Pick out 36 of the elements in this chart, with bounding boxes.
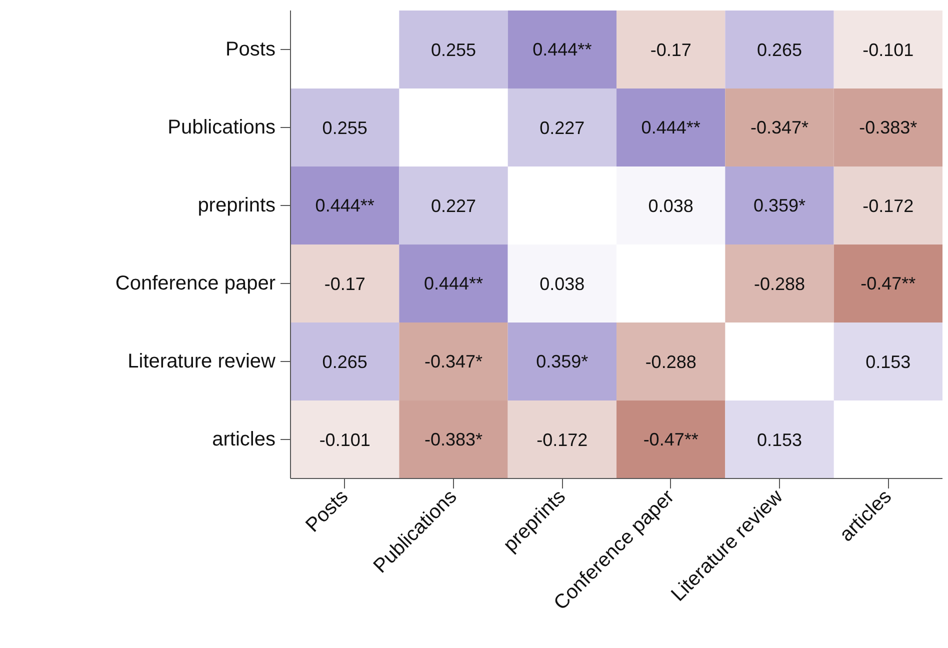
y-tick-label: Posts — [225, 38, 276, 60]
y-tick-label: Literature review — [128, 350, 276, 372]
data-label: -0.347* — [424, 352, 483, 372]
data-label: -0.288 — [645, 352, 696, 372]
data-label: -0.101 — [862, 40, 914, 60]
data-label: -0.17 — [650, 40, 692, 60]
data-label: 0.359* — [536, 352, 588, 372]
data-label: -0.47** — [643, 430, 698, 450]
data-label: 0.038 — [648, 196, 694, 216]
y-tick-label: preprints — [198, 194, 276, 216]
data-label: 0.153 — [866, 352, 911, 372]
data-label: -0.347* — [750, 118, 809, 138]
data-label: -0.383* — [859, 118, 918, 138]
data-label: 0.444** — [424, 274, 484, 294]
data-label: -0.17 — [324, 274, 366, 294]
y-tick-label: Publications — [168, 116, 276, 138]
data-label: -0.288 — [754, 274, 806, 294]
data-label: 0.153 — [756, 430, 802, 450]
data-label: 0.265 — [322, 352, 368, 372]
data-label: -0.172 — [862, 196, 914, 216]
data-label: -0.101 — [319, 430, 370, 450]
y-tick-label: articles — [212, 428, 276, 450]
data-label: 0.444** — [641, 118, 700, 138]
data-label: -0.47** — [860, 274, 916, 294]
data-label: -0.383* — [424, 430, 483, 450]
data-label: 0.444** — [315, 196, 374, 216]
data-label: 0.227 — [430, 196, 476, 216]
data-label: 0.359* — [753, 196, 806, 216]
data-label: 0.444** — [532, 40, 592, 60]
data-label: 0.265 — [756, 40, 802, 60]
data-label: -0.172 — [536, 430, 588, 450]
data-label: 0.255 — [322, 118, 368, 138]
data-label: 0.255 — [430, 40, 476, 60]
data-label: 0.038 — [540, 274, 585, 294]
data-label: 0.227 — [540, 118, 585, 138]
y-tick-label: Conference paper — [115, 272, 276, 294]
